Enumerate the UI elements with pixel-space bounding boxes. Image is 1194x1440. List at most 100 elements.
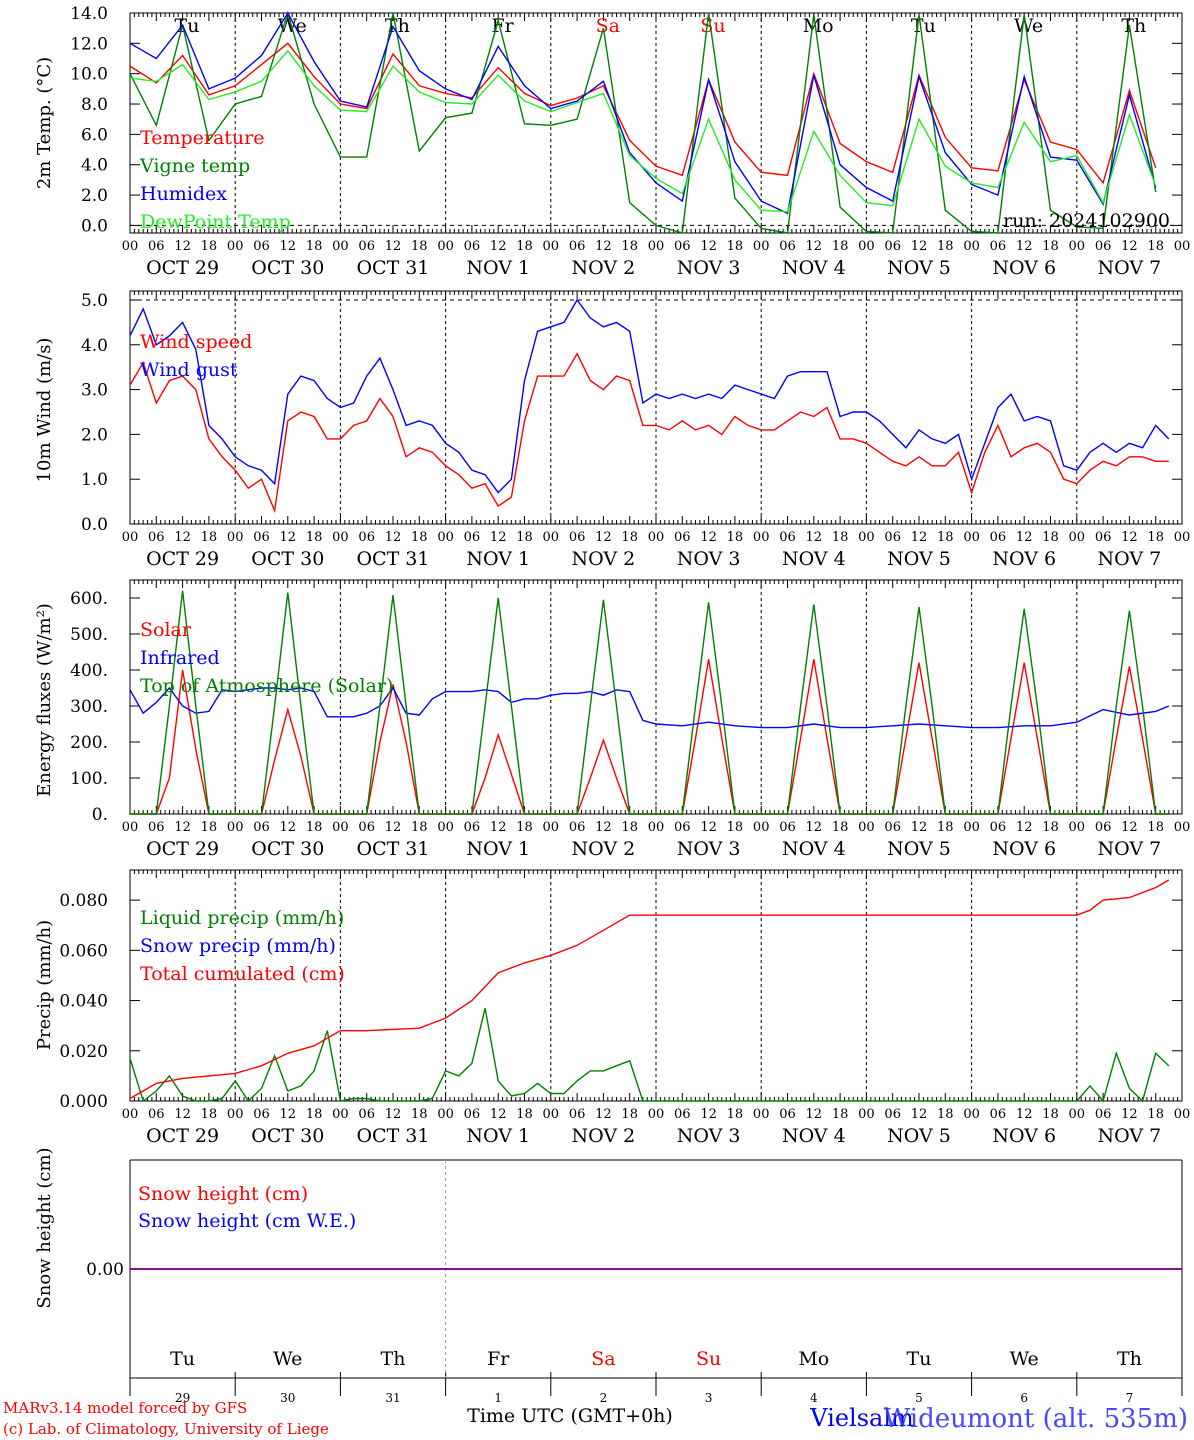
- hour-tick-label: 06: [253, 239, 270, 254]
- hour-tick-label: 12: [806, 530, 823, 545]
- hour-tick-label: 06: [148, 530, 165, 545]
- weekday-label: Th: [381, 1348, 406, 1370]
- hour-tick-label: 12: [700, 239, 717, 254]
- hour-tick-label: 12: [174, 530, 191, 545]
- hour-tick-label: 00: [332, 530, 349, 545]
- hour-tick-label: 18: [727, 820, 744, 835]
- hour-tick-label: 06: [358, 820, 375, 835]
- day-number-label: 6: [1020, 1391, 1028, 1405]
- hour-tick-label: 12: [806, 239, 823, 254]
- hour-tick-label: 00: [753, 239, 770, 254]
- weekday-label: Tu: [911, 15, 936, 37]
- legend-entry: Snow height (cm): [138, 1183, 308, 1205]
- y-axis-label: Precip (mm/h): [34, 920, 55, 1050]
- y-tick-label: 0.0: [81, 515, 108, 535]
- day-tick-label: OCT 30: [251, 548, 324, 570]
- hour-tick-label: 06: [990, 239, 1007, 254]
- hour-tick-label: 18: [1147, 820, 1164, 835]
- weekday-label: Tu: [170, 1348, 195, 1370]
- hour-tick-label: 12: [1016, 820, 1033, 835]
- day-number-label: 4: [810, 1391, 818, 1405]
- hour-tick-label: 18: [1042, 530, 1059, 545]
- hour-tick-label: 00: [122, 239, 139, 254]
- day-tick-label: NOV 3: [677, 1125, 741, 1147]
- day-tick-label: NOV 3: [677, 257, 741, 279]
- day-tick-label: NOV 4: [782, 548, 846, 570]
- hour-tick-label: 18: [937, 1107, 954, 1122]
- weekday-label: Tu: [175, 15, 200, 37]
- hour-tick-label: 12: [1016, 530, 1033, 545]
- hour-tick-label: 00: [437, 1107, 454, 1122]
- hour-tick-label: 06: [569, 530, 586, 545]
- legend-entry: Wind speed: [140, 331, 252, 353]
- y-tick-label: 500.: [70, 625, 108, 645]
- day-tick-label: NOV 1: [466, 548, 530, 570]
- hour-tick-label: 00: [122, 1107, 139, 1122]
- day-tick-label: NOV 5: [887, 548, 951, 570]
- hour-tick-label: 06: [253, 530, 270, 545]
- hour-tick-label: 12: [700, 820, 717, 835]
- x-axis-title: Time UTC (GMT+0h): [467, 1405, 673, 1427]
- y-tick-label: 8.0: [81, 95, 108, 115]
- day-number-label: 31: [385, 1391, 400, 1405]
- day-tick-label: NOV 1: [466, 1125, 530, 1147]
- hour-tick-label: 18: [1042, 1107, 1059, 1122]
- hour-tick-label: 06: [674, 820, 691, 835]
- day-number-label: 3: [705, 1391, 713, 1405]
- hour-tick-label: 00: [858, 1107, 875, 1122]
- legend-entry: Wind gust: [140, 359, 238, 381]
- hour-tick-label: 06: [569, 1107, 586, 1122]
- temperature-panel: 00 06 12 18 00 06 12 18 00 06 12 18 00 06 12 18 00 06 12 18…: [34, 4, 1190, 279]
- day-tick-label: NOV 1: [466, 838, 530, 860]
- hour-tick-label: 00: [963, 239, 980, 254]
- y-tick-label: 300.: [70, 697, 108, 717]
- day-tick-label: OCT 30: [251, 1125, 324, 1147]
- y-tick-label: 400.: [70, 661, 108, 681]
- hour-tick-label: 06: [253, 820, 270, 835]
- hour-tick-label: 00: [227, 820, 244, 835]
- day-tick-label: NOV 6: [992, 838, 1056, 860]
- y-tick-label: 0.000: [59, 1092, 108, 1112]
- hour-tick-label: 18: [937, 530, 954, 545]
- series-line: [129, 1007, 1170, 1103]
- hour-tick-label: 12: [490, 239, 507, 254]
- weekday-label: Fr: [491, 15, 514, 37]
- hour-tick-label: 06: [779, 1107, 796, 1122]
- y-tick-label: 4.0: [81, 156, 108, 176]
- hour-tick-label: 18: [411, 820, 428, 835]
- series-line: [129, 11, 1157, 215]
- hour-tick-label: 18: [306, 820, 323, 835]
- hour-tick-label: 18: [621, 1107, 638, 1122]
- day-tick-label: NOV 2: [572, 548, 636, 570]
- hour-tick-label: 00: [753, 1107, 770, 1122]
- hour-tick-label: 18: [832, 1107, 849, 1122]
- hour-tick-label: 12: [1016, 1107, 1033, 1122]
- day-tick-label: NOV 7: [1098, 548, 1162, 570]
- series-line: [130, 590, 1169, 815]
- day-tick-label: OCT 30: [251, 838, 324, 860]
- hour-tick-label: 00: [648, 530, 665, 545]
- y-axis-label: Energy fluxes (W/m²): [34, 603, 55, 797]
- day-tick-label: NOV 2: [572, 838, 636, 860]
- hour-tick-label: 06: [779, 820, 796, 835]
- y-tick-label: 0.040: [59, 992, 108, 1012]
- hour-tick-label: 06: [1095, 1107, 1112, 1122]
- hour-tick-label: 06: [148, 820, 165, 835]
- day-tick-label: NOV 4: [782, 1125, 846, 1147]
- hour-tick-label: 00: [437, 530, 454, 545]
- hour-tick-label: 12: [174, 1107, 191, 1122]
- hour-tick-label: 12: [1121, 1107, 1138, 1122]
- hour-tick-label: 06: [464, 239, 481, 254]
- hour-tick-label: 00: [1174, 820, 1191, 835]
- hour-tick-label: 06: [779, 530, 796, 545]
- hour-tick-label: 12: [280, 239, 297, 254]
- hour-tick-label: 12: [1121, 820, 1138, 835]
- hour-tick-label: 06: [779, 239, 796, 254]
- hour-tick-label: 12: [700, 530, 717, 545]
- hour-tick-label: 06: [884, 530, 901, 545]
- hour-tick-label: 06: [464, 820, 481, 835]
- hour-tick-label: 12: [490, 1107, 507, 1122]
- hour-tick-label: 00: [543, 239, 560, 254]
- hour-tick-label: 12: [911, 820, 928, 835]
